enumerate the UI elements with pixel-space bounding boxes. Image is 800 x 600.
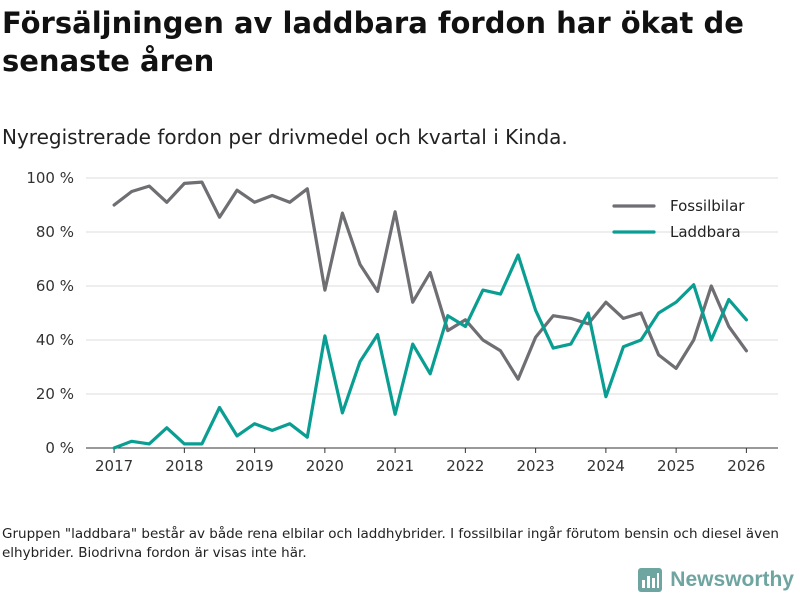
x-tick-label: 2017 (95, 457, 133, 475)
chart-subtitle: Nyregistrerade fordon per drivmedel och … (2, 125, 568, 149)
x-tick-label: 2018 (165, 457, 203, 475)
y-tick-label: 20 % (36, 385, 74, 403)
brand-name: Newsworthy (670, 568, 794, 591)
axes: 0 % 20 % 40 % 60 % 80 % 100 % 2017 2018 2019 2020… (26, 169, 778, 475)
x-tick-label: 2020 (306, 457, 344, 475)
legend-label: Fossilbilar (670, 197, 745, 215)
x-tick-label: 2022 (446, 457, 484, 475)
x-tick-label: 2024 (587, 457, 625, 475)
x-tick-label: 2025 (657, 457, 695, 475)
grid-lines (86, 177, 778, 395)
newsworthy-logo-icon (638, 568, 663, 592)
x-tick-label: 2021 (376, 457, 414, 475)
y-tick-label: 60 % (36, 277, 74, 295)
line-chart: 0 % 20 % 40 % 60 % 80 % 100 % 2017 2018 2019 2020… (26, 169, 778, 475)
y-tick-label: 80 % (36, 223, 74, 241)
legend: Fossilbilar Laddbara (612, 197, 745, 241)
series-line-laddbara (112, 253, 749, 450)
x-tick-label: 2023 (517, 457, 555, 475)
chart-title: Försäljningen av laddbara fordon har öka… (2, 6, 744, 78)
footnote: Gruppen "laddbara" består av både rena e… (2, 526, 779, 561)
y-tick-label: 0 % (45, 439, 74, 457)
series-line-fossilbilar (112, 180, 749, 381)
legend-label: Laddbara (670, 223, 741, 241)
series-lines (112, 180, 749, 450)
x-tick-label: 2019 (236, 457, 274, 475)
brand-logo[interactable]: Newsworthy (638, 568, 794, 592)
x-tick-label: 2026 (727, 457, 765, 475)
y-tick-label: 100 % (26, 169, 74, 187)
y-tick-label: 40 % (36, 331, 74, 349)
